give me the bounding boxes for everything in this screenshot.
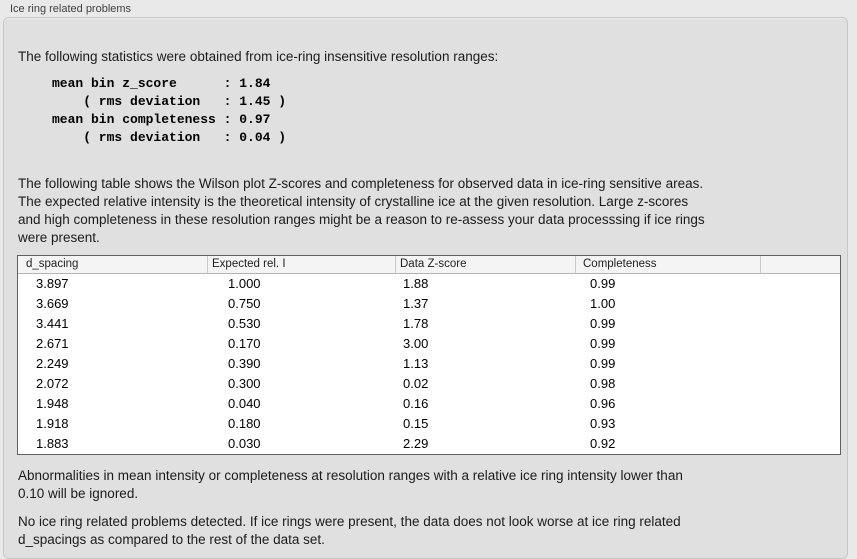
ice-ring-panel: The following statistics were obtained f…	[3, 17, 848, 559]
conclusion-text: No ice ring related problems detected. I…	[18, 514, 681, 547]
table-cell: 0.93	[590, 416, 616, 431]
table-cell	[761, 354, 840, 374]
table-cell: 3.00	[403, 336, 429, 351]
column-header-completeness[interactable]: Completeness	[576, 256, 761, 273]
table-cell: 0.180	[228, 416, 261, 431]
table-cell: 0.02	[403, 376, 429, 391]
table-cell: 2.29	[403, 436, 429, 451]
column-header-expected-rel-i[interactable]: Expected rel. I	[208, 256, 396, 273]
table-row[interactable]: 3.441 0.530 1.78 0.99	[18, 314, 840, 334]
table-cell	[761, 274, 840, 294]
table-cell: 0.99	[590, 356, 616, 371]
table-cell: 1.00	[590, 296, 616, 311]
table-cell: 3.897	[36, 276, 69, 291]
table-body: 3.897 1.000 1.88 0.99 3.669 0.750 1.37 1.00 3.44…	[18, 274, 840, 454]
table-cell	[761, 374, 840, 394]
table-cell: 0.99	[590, 276, 616, 291]
table-cell	[761, 434, 840, 454]
table-cell: 0.750	[228, 296, 261, 311]
table-cell: 2.249	[36, 356, 69, 371]
table-cell	[761, 394, 840, 414]
table-row[interactable]: 1.883 0.030 2.29 0.92	[18, 434, 840, 454]
table-row[interactable]: 3.669 0.750 1.37 1.00	[18, 294, 840, 314]
table-cell: 0.030	[228, 436, 261, 451]
table-cell: 1.88	[403, 276, 429, 291]
table-cell	[761, 334, 840, 354]
table-cell: 0.530	[228, 316, 261, 331]
table-cell: 0.16	[403, 396, 429, 411]
table-cell: 2.072	[36, 376, 69, 391]
table-row[interactable]: 1.918 0.180 0.15 0.93	[18, 414, 840, 434]
table-cell: 0.92	[590, 436, 616, 451]
table-cell: 0.96	[590, 396, 616, 411]
stats-intro-text: The following statistics were obtained f…	[18, 49, 499, 64]
table-cell: 0.99	[590, 336, 616, 351]
table-cell: 1.37	[403, 296, 429, 311]
table-row[interactable]: 1.948 0.040 0.16 0.96	[18, 394, 840, 414]
table-cell: 0.390	[228, 356, 261, 371]
table-cell: 1.78	[403, 316, 429, 331]
table-row[interactable]: 2.249 0.390 1.13 0.99	[18, 354, 840, 374]
table-cell: 3.669	[36, 296, 69, 311]
table-cell: 0.040	[228, 396, 261, 411]
group-box-caption: Ice ring related problems	[10, 3, 132, 15]
table-cell: 1.13	[403, 356, 429, 371]
table-cell: 1.883	[36, 436, 69, 451]
table-cell: 3.441	[36, 316, 69, 331]
table-cell: 1.918	[36, 416, 69, 431]
stats-values-block: mean bin z_score : 1.84 ( rms deviation …	[52, 76, 287, 145]
table-header-row: d_spacing Expected rel. I Data Z-score Comp…	[18, 256, 840, 274]
table-cell: 0.170	[228, 336, 261, 351]
table-cell: 0.300	[228, 376, 261, 391]
column-header-d-spacing[interactable]: d_spacing	[18, 256, 208, 273]
table-cell: 1.948	[36, 396, 69, 411]
table-row[interactable]: 2.072 0.300 0.02 0.98	[18, 374, 840, 394]
ignore-note-text: Abnormalities in mean intensity or compl…	[18, 468, 683, 501]
table-row[interactable]: 3.897 1.000 1.88 0.99	[18, 274, 840, 294]
table-cell: 2.671	[36, 336, 69, 351]
table-cell: 0.98	[590, 376, 616, 391]
table-description-text: The following table shows the Wilson plo…	[18, 176, 705, 245]
table-cell: 0.15	[403, 416, 429, 431]
table-cell: 1.000	[228, 276, 261, 291]
table-cell: 0.99	[590, 316, 616, 331]
table-row[interactable]: 2.671 0.170 3.00 0.99	[18, 334, 840, 354]
table-cell	[761, 314, 840, 334]
column-header-empty[interactable]	[761, 256, 840, 273]
table-cell	[761, 414, 840, 434]
table-cell	[761, 294, 840, 314]
column-header-data-z-score[interactable]: Data Z-score	[396, 256, 576, 273]
ice-ring-table: d_spacing Expected rel. I Data Z-score Comp…	[17, 255, 841, 455]
